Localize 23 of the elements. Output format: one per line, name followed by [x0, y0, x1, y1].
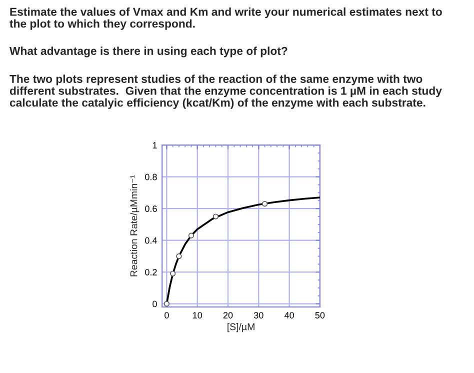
text: The two plots represent studies of the reaction of the same enzyme with two different substrates. Given that the enzyme concentration is 1 µM in each study calculate the catalyic efficiency (kcat/Km) of the enzyme with each substrate. [10, 74, 442, 109]
x-axis-title: [S]/µM [228, 323, 254, 332]
point [170, 270, 176, 276]
point [164, 300, 170, 307]
x-tick-label: 0 [164, 312, 169, 318]
point [176, 253, 182, 260]
y-axis-title: Reaction Rate/µMmin⁻¹ [130, 175, 140, 276]
y-tick-label: 0.6 [145, 206, 157, 212]
point [262, 200, 268, 207]
x-tick-label: 20 [223, 312, 233, 318]
x-tick-label: 10 [193, 312, 202, 318]
x-tick-label: 40 [284, 312, 294, 318]
point [212, 214, 219, 220]
y-tick-label: 0.2 [145, 269, 157, 276]
y-tick-label: 1 [152, 142, 157, 148]
y-tick-label: 0.8 [145, 174, 157, 180]
point [188, 232, 194, 238]
x-tick-label: 50 [315, 312, 325, 318]
y-tick-label: 0.4 [145, 237, 157, 244]
x-tick-label: 30 [254, 312, 264, 318]
text: What advantage is there in using each type of plot? [9, 46, 288, 58]
y-tick-label: 0 [152, 300, 157, 308]
text: Estimate the values of Vmax and Km and write your numerical estimates next to the plot to which they correspond. [10, 7, 442, 30]
